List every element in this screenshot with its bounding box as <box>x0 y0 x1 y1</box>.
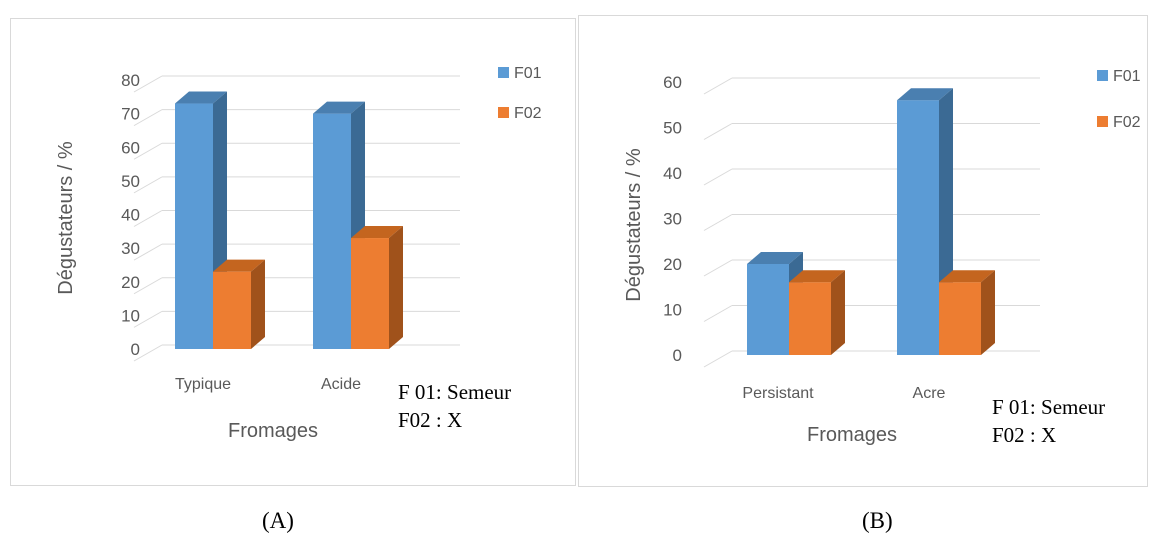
chart-b-note-line-1: F 01: Semeur <box>992 395 1106 419</box>
bar-side-face <box>389 226 403 349</box>
bar-top-face <box>897 88 953 101</box>
bar-top-face <box>789 270 845 283</box>
chart-b: 0 10 20 30 40 50 60 Persistant Acre Fromages Dégus… <box>623 68 1141 446</box>
x-axis-label: Fromages <box>228 420 318 442</box>
chart-b-note: F 01: Semeur F02 : X <box>992 393 1105 449</box>
gridline-diagonal <box>703 214 733 231</box>
bar-f01-acide <box>313 113 351 349</box>
x-axis-label: Fromages <box>807 424 897 446</box>
y-tick-label: 10 <box>121 306 140 325</box>
y-axis-label: Dégustateurs / % <box>623 148 645 302</box>
legend-label-f01: F01 <box>514 65 542 82</box>
bar-top-face <box>175 91 227 104</box>
y-tick-label: 0 <box>673 346 682 365</box>
caption-a: (A) <box>262 508 294 533</box>
y-tick-label: 50 <box>121 172 140 191</box>
bar-f01-acre <box>897 100 939 355</box>
bar-f02-persistant <box>789 282 831 355</box>
gridline-diagonal <box>133 277 163 295</box>
chart-a: 0 10 20 30 40 50 60 70 80 Typique Acide Fromages Dég… <box>55 65 542 442</box>
gridline-diagonal <box>133 109 163 127</box>
chart-a-note-line-1: F 01: Semeur <box>398 380 512 404</box>
bar-top-face <box>939 270 995 283</box>
legend-label-f01: F01 <box>1113 68 1141 85</box>
y-axis-label: Dégustateurs / % <box>55 141 77 295</box>
gridline-diagonal <box>133 142 163 160</box>
gridline-diagonal <box>133 344 163 362</box>
y-tick-label: 0 <box>131 340 140 359</box>
bar-top-face <box>747 252 803 264</box>
y-tick-label: 80 <box>121 71 140 90</box>
x-category-label: Typique <box>175 376 231 393</box>
chart-a-note: F 01: Semeur F02 : X <box>398 378 511 434</box>
bar-f02-acre <box>939 282 981 355</box>
gridline-diagonal <box>133 176 163 194</box>
bar-f01-persistant <box>747 264 789 355</box>
gridline-diagonal <box>703 259 733 277</box>
gridline-diagonal <box>133 75 163 93</box>
legend-label-f02: F02 <box>514 105 542 122</box>
gridline-diagonal <box>703 350 733 368</box>
chart-b-note-line-2: F02 : X <box>992 423 1057 447</box>
x-category-label: Persistant <box>742 385 814 402</box>
gridline-diagonal <box>133 210 163 227</box>
bar-top-face <box>351 226 403 239</box>
y-tick-label: 70 <box>121 105 140 124</box>
y-tick-label: 40 <box>121 206 140 225</box>
gridline-diagonal <box>703 305 733 322</box>
bar-side-face <box>831 270 845 355</box>
bar-side-face <box>981 270 995 355</box>
gridline-diagonal <box>703 77 733 95</box>
bar-f02-typique <box>213 271 251 349</box>
y-tick-label: 30 <box>663 210 682 229</box>
x-category-label: Acre <box>913 385 946 402</box>
legend-swatch-f02 <box>1097 116 1108 127</box>
gridline-diagonal <box>703 168 733 186</box>
y-tick-label: 50 <box>663 119 682 138</box>
gridline-diagonal <box>133 243 163 261</box>
chart-panel-b <box>578 15 1148 487</box>
chart-panel-a <box>10 18 576 486</box>
y-tick-label: 60 <box>663 73 682 92</box>
y-tick-label: 20 <box>663 255 682 274</box>
y-tick-label: 30 <box>121 239 140 258</box>
legend-swatch-f01 <box>1097 70 1108 81</box>
bar-top-face <box>313 101 365 114</box>
legend-label-f02: F02 <box>1113 114 1141 131</box>
y-tick-label: 60 <box>121 138 140 157</box>
bar-top-face <box>213 259 265 272</box>
gridline-diagonal <box>703 123 733 140</box>
bar-side-face <box>251 259 265 349</box>
bar-f01-typique <box>175 103 213 349</box>
y-tick-label: 40 <box>663 164 682 183</box>
chart-a-note-line-2: F02 : X <box>398 408 463 432</box>
caption-b: (B) <box>862 508 893 533</box>
legend-swatch-f02 <box>498 107 509 118</box>
y-tick-label: 10 <box>663 301 682 320</box>
y-tick-label: 20 <box>121 273 140 292</box>
bar-f02-acide <box>351 238 389 349</box>
legend-swatch-f01 <box>498 67 509 78</box>
gridline-diagonal <box>133 310 163 328</box>
x-category-label: Acide <box>321 376 361 393</box>
